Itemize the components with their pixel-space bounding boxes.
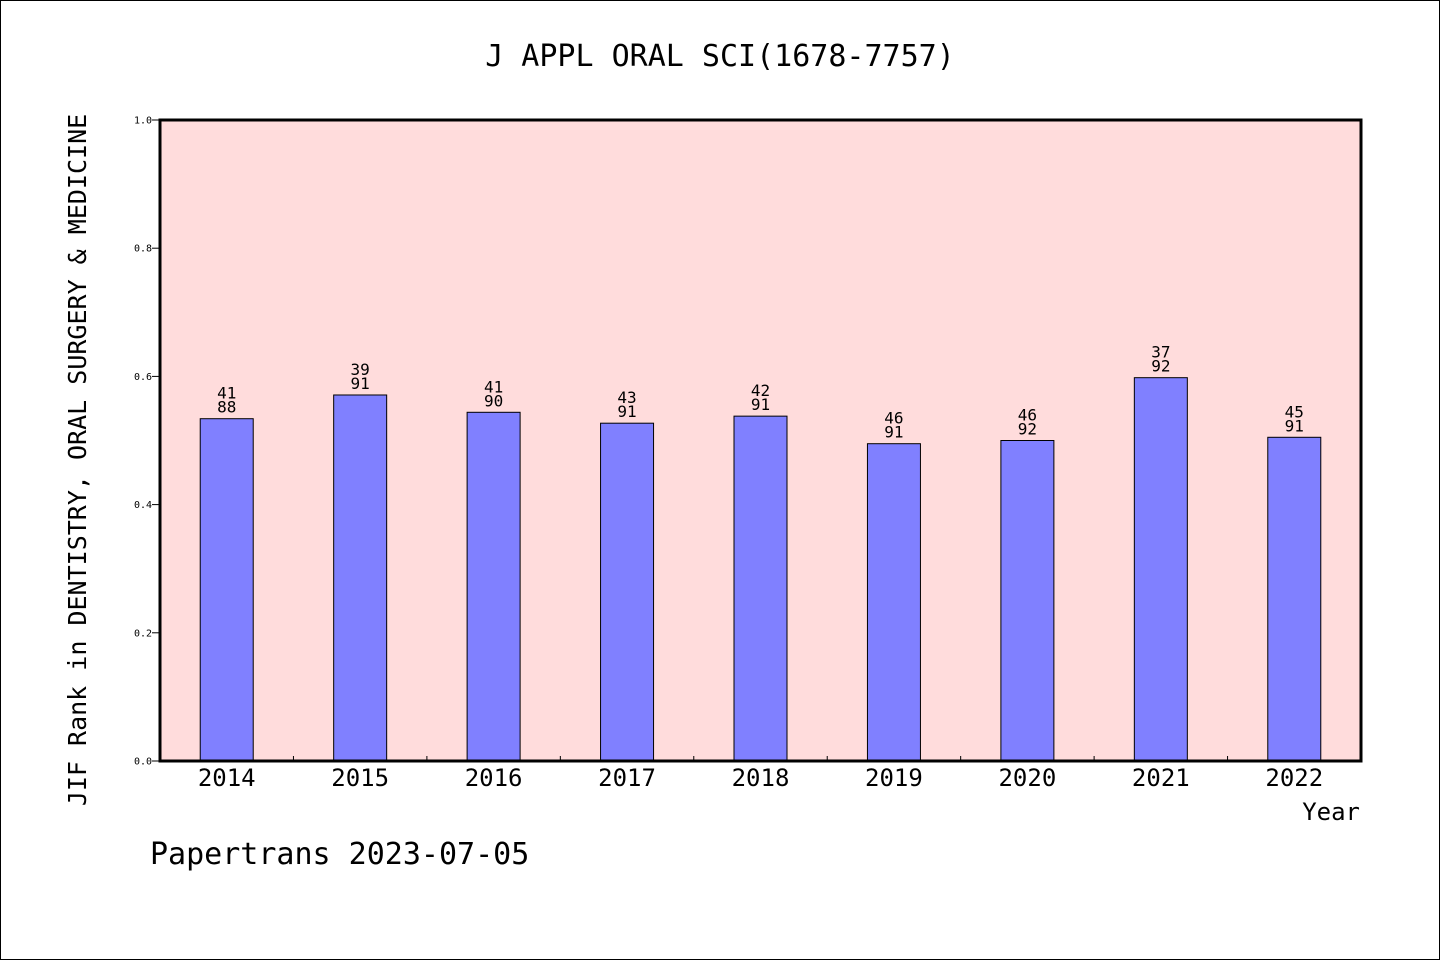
bar-2018	[733, 415, 788, 762]
bar-rank-label: 37	[1151, 343, 1170, 362]
bar-2022	[1267, 436, 1322, 762]
x-tick-label: 2015	[331, 764, 389, 792]
bar-rank-label: 45	[1285, 402, 1304, 421]
bar-total-label: 92	[1018, 420, 1037, 439]
bar-rank-label: 46	[884, 409, 903, 428]
bar-total-label: 88	[217, 398, 236, 417]
bar-2014	[199, 418, 254, 762]
bar-total-label: 91	[617, 402, 636, 421]
x-tick-label: 2014	[198, 764, 256, 792]
bar-total-label: 90	[484, 391, 503, 410]
bar-rank-label: 39	[351, 360, 370, 379]
y-tick-label: 0.0	[134, 757, 152, 768]
x-tick-label: 2016	[465, 764, 523, 792]
y-tick-label: 0.2	[134, 628, 152, 639]
bar-total-label: 92	[1151, 357, 1170, 376]
y-tick-label: 0.8	[134, 244, 152, 255]
bar-2020	[1000, 440, 1055, 762]
bar-2021	[1133, 377, 1188, 762]
x-tick-label: 2019	[865, 764, 923, 792]
bar-2019	[866, 443, 921, 762]
bar-rank-label: 46	[1018, 406, 1037, 425]
y-tick-label: 1.0	[134, 116, 152, 127]
bar-rank-label: 41	[484, 377, 503, 396]
bar-rank-label: 43	[617, 388, 636, 407]
footer-credit: Papertrans 2023-07-05	[150, 837, 529, 872]
bar-total-label: 91	[1285, 416, 1304, 435]
x-tick-label: 2022	[1265, 764, 1323, 792]
x-tick-label: 2017	[598, 764, 656, 792]
bar-2015	[333, 394, 388, 762]
y-tick-label: 0.4	[134, 500, 152, 511]
bar-rank-label: 42	[751, 381, 770, 400]
bar-total-label: 91	[351, 374, 370, 393]
chart-title: J APPL ORAL SCI(1678-7757)	[485, 39, 955, 74]
bar-2016	[466, 411, 521, 762]
bar-2017	[600, 422, 655, 762]
plot-border	[158, 118, 1363, 763]
x-axis-label: Year	[1302, 798, 1360, 826]
x-tick-label: 2018	[732, 764, 790, 792]
bar-total-label: 91	[884, 423, 903, 442]
y-axis-label: JIF Rank in DENTISTRY, ORAL SURGERY & ME…	[63, 114, 92, 806]
y-tick-label: 0.6	[134, 372, 152, 383]
bar-rank-label: 41	[217, 384, 236, 403]
bar-total-label: 91	[751, 395, 770, 414]
x-tick-label: 2021	[1132, 764, 1190, 792]
x-tick-label: 2020	[998, 764, 1056, 792]
y-axis: 0.0 0.2 0.4 0.6 0.8 1.0	[134, 116, 160, 768]
x-axis: 2014 2015 2016 2017 2018 2019 2020 2021 2022	[198, 756, 1323, 792]
